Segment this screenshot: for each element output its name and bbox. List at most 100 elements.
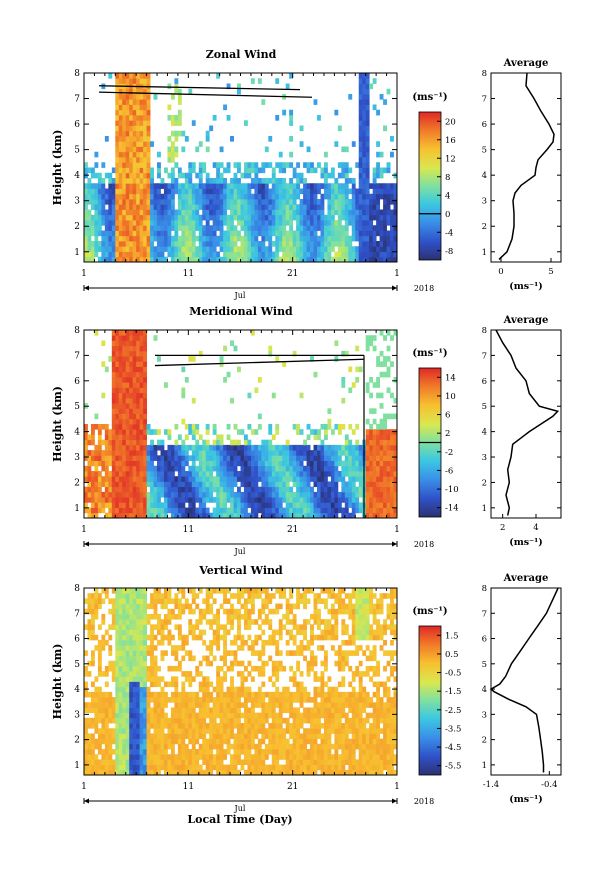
heatmap-cell <box>174 178 179 184</box>
heatmap-cell <box>358 146 363 153</box>
heatmap-cell <box>174 476 179 482</box>
heatmap-cell <box>90 598 95 604</box>
heatmap-cell <box>306 214 311 221</box>
colorbar-tick-label: -4 <box>445 228 453 238</box>
heatmap-cell <box>233 471 238 477</box>
heatmap-cell <box>118 671 123 677</box>
heatmap-cell <box>104 743 109 750</box>
heatmap-cell <box>358 141 363 147</box>
heatmap-cell <box>351 491 356 498</box>
heatmap-cell <box>129 749 134 755</box>
heatmap-cell <box>219 455 224 461</box>
heatmap-cell <box>257 199 262 205</box>
heatmap-cell <box>111 717 116 724</box>
heatmap-cell <box>157 209 161 216</box>
heatmap-cell <box>97 256 102 263</box>
heatmap-cell <box>257 183 262 189</box>
heatmap-cell <box>243 162 248 168</box>
heatmap-cell <box>94 162 99 168</box>
heatmap-cell <box>163 183 168 189</box>
heatmap-cell <box>383 193 387 200</box>
heatmap-cell <box>136 204 141 210</box>
heatmap-cell <box>160 439 165 446</box>
heatmap-cell <box>390 465 394 472</box>
heatmap-cell <box>118 738 123 745</box>
heatmap-cell <box>278 225 283 231</box>
heatmap-cell <box>157 188 161 195</box>
heatmap-cell <box>243 444 248 451</box>
heatmap-cell <box>184 178 189 184</box>
heatmap-cell <box>150 199 154 205</box>
heatmap-cell <box>136 502 141 508</box>
heatmap-cell <box>254 465 259 472</box>
heatmap-cell <box>317 241 321 247</box>
heatmap-cell <box>84 455 88 461</box>
heatmap-cell <box>143 204 147 210</box>
heatmap-cell <box>327 251 332 258</box>
heatmap-cell <box>292 502 297 508</box>
heatmap-cell <box>285 444 290 451</box>
heatmap-cell <box>341 476 346 482</box>
heatmap-cell <box>379 424 384 430</box>
heatmap-cell <box>132 429 137 435</box>
heatmap-cell <box>167 598 172 604</box>
heatmap-cell <box>243 183 248 189</box>
heatmap-cell <box>226 728 231 734</box>
heatmap-cell <box>125 413 130 420</box>
heatmap-cell <box>323 455 328 461</box>
heatmap-cell <box>139 603 144 610</box>
heatmap-cell <box>188 172 193 179</box>
heatmap-cell <box>87 717 92 724</box>
heatmap-cell <box>139 136 144 142</box>
heatmap-cell <box>390 193 394 200</box>
heatmap-cell <box>157 665 161 672</box>
heatmap-cell <box>289 235 294 242</box>
heatmap-cell <box>181 183 186 189</box>
heatmap-cell <box>344 214 349 221</box>
heatmap-cell <box>115 676 120 682</box>
heatmap-cell <box>129 356 134 362</box>
heatmap-cell <box>226 450 231 456</box>
heatmap-cell <box>132 193 137 200</box>
heatmap-cell <box>230 199 234 205</box>
heatmap-cell <box>310 502 314 508</box>
heatmap-cell <box>97 697 102 703</box>
heatmap-cell <box>247 424 252 430</box>
heatmap-cell <box>97 172 102 179</box>
heatmap-cell <box>181 220 186 226</box>
heatmap-cell <box>174 764 179 771</box>
heatmap-cell <box>118 629 123 636</box>
heatmap-cell <box>170 486 175 493</box>
heatmap-cell <box>393 471 398 477</box>
heatmap-cell <box>90 697 95 703</box>
heatmap-cell <box>257 413 262 420</box>
heatmap-cell <box>264 178 269 184</box>
heatmap-cell <box>358 162 363 168</box>
heatmap-cell <box>143 157 147 163</box>
heatmap-cell <box>271 460 276 467</box>
heatmap-cell <box>146 151 151 158</box>
y-tick-label: 6 <box>74 120 80 130</box>
heatmap-cell <box>150 655 154 662</box>
heatmap-cell <box>344 183 349 189</box>
heatmap-cell <box>257 220 262 226</box>
heatmap-cell <box>372 78 377 84</box>
heatmap-cell <box>344 204 349 210</box>
heatmap-cell <box>136 712 141 719</box>
heatmap-cell <box>275 115 280 121</box>
heatmap-cell <box>344 486 349 493</box>
heatmap-cell <box>115 728 120 734</box>
heatmap-cell <box>209 486 214 493</box>
heatmap-cell <box>323 235 328 242</box>
heatmap-cell <box>118 141 123 147</box>
heatmap-cell <box>132 408 137 414</box>
y-tick-label: 1 <box>74 248 80 258</box>
heatmap-cell <box>306 256 311 263</box>
heatmap-cell <box>237 251 241 258</box>
heatmap-cell <box>150 214 154 221</box>
heatmap-cell <box>198 681 203 688</box>
heatmap-cell <box>362 109 367 116</box>
heatmap-cell <box>104 429 109 435</box>
heatmap-cell <box>129 377 134 383</box>
heatmap-cell <box>216 481 221 488</box>
